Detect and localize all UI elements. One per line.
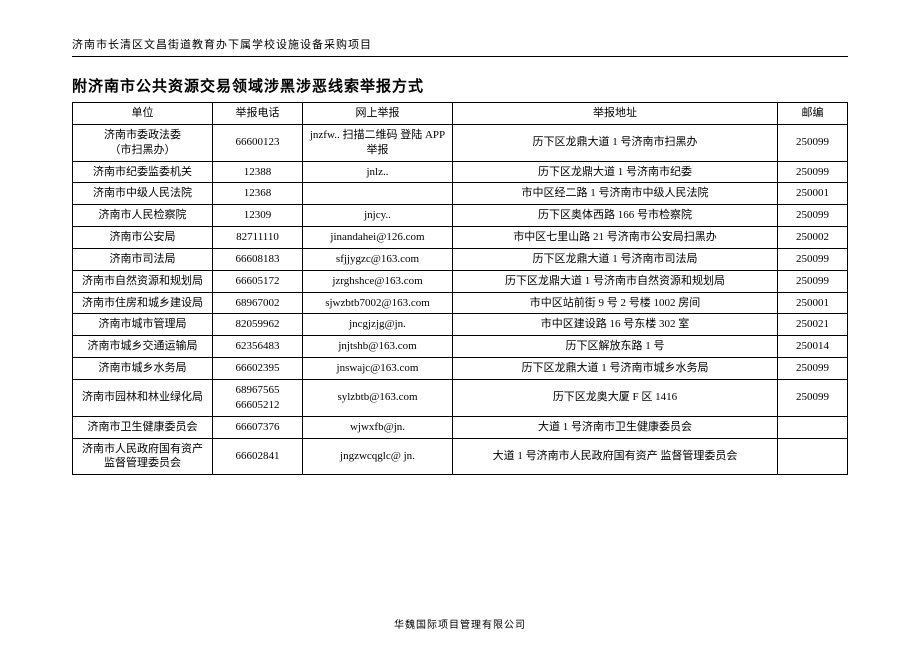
cell-web: jnjtshb@163.com [303,336,453,358]
cell-unit: 济南市城乡水务局 [73,358,213,380]
cell-phone: 66602841 [213,438,303,475]
cell-zip [778,438,848,475]
cell-addr: 大道 1 号济南市人民政府国有资产 监督管理委员会 [453,438,778,475]
table-row: 济南市住房和城乡建设局68967002sjwzbtb7002@163.com市中… [73,292,848,314]
table-row: 济南市中级人民法院12368 市中区经二路 1 号济南市中级人民法院250001 [73,183,848,205]
cell-addr: 历下区龙鼎大道 1 号济南市纪委 [453,161,778,183]
cell-phone: 66607376 [213,416,303,438]
table-row: 济南市城市管理局82059962jncgjzjg@jn.市中区建设路 16 号东… [73,314,848,336]
cell-addr: 市中区建设路 16 号东楼 302 室 [453,314,778,336]
cell-addr: 市中区站前街 9 号 2 号楼 1002 房间 [453,292,778,314]
cell-unit: 济南市住房和城乡建设局 [73,292,213,314]
cell-addr: 历下区龙鼎大道 1 号济南市自然资源和规划局 [453,270,778,292]
cell-phone: 68967002 [213,292,303,314]
cell-web: jnjcy.. [303,205,453,227]
page-footer: 华魏国际项目管理有限公司 [0,616,920,631]
col-header-phone: 举报电话 [213,103,303,125]
cell-web: jnswajc@163.com [303,358,453,380]
cell-unit: 济南市卫生健康委员会 [73,416,213,438]
cell-zip: 250001 [778,292,848,314]
cell-unit: 济南市自然资源和规划局 [73,270,213,292]
cell-phone: 66608183 [213,248,303,270]
cell-addr: 历下区龙鼎大道 1 号济南市司法局 [453,248,778,270]
page-header: 济南市长清区文昌街道教育办下属学校设施设备采购项目 [72,36,848,57]
cell-web: jnzfw.. 扫描二维码 登陆 APP 举报 [303,124,453,161]
cell-phone: 66605172 [213,270,303,292]
table-header-row: 单位 举报电话 网上举报 举报地址 邮编 [73,103,848,125]
cell-phone: 82059962 [213,314,303,336]
cell-zip [778,416,848,438]
cell-addr: 历下区解放东路 1 号 [453,336,778,358]
cell-unit: 济南市纪委监委机关 [73,161,213,183]
cell-unit: 济南市公安局 [73,227,213,249]
cell-web: sylzbtb@163.com [303,379,453,416]
cell-zip: 250099 [778,161,848,183]
table-row: 济南市园林和林业绿化局6896756566605212sylzbtb@163.c… [73,379,848,416]
cell-unit: 济南市人民政府国有资产监督管理委员会 [73,438,213,475]
cell-zip: 250099 [778,205,848,227]
cell-addr: 历下区奥体西路 166 号市检察院 [453,205,778,227]
cell-addr: 大道 1 号济南市卫生健康委员会 [453,416,778,438]
cell-zip: 250099 [778,248,848,270]
cell-phone: 12368 [213,183,303,205]
cell-zip: 250099 [778,124,848,161]
table-row: 济南市纪委监委机关12388jnlz..历下区龙鼎大道 1 号济南市纪委2500… [73,161,848,183]
table-row: 济南市司法局66608183sfjjygzc@163.com历下区龙鼎大道 1 … [73,248,848,270]
cell-addr: 市中区经二路 1 号济南市中级人民法院 [453,183,778,205]
cell-zip: 250099 [778,358,848,380]
table-row: 济南市人民检察院12309jnjcy..历下区奥体西路 166 号市检察院250… [73,205,848,227]
cell-unit: 济南市司法局 [73,248,213,270]
cell-unit: 济南市城乡交通运输局 [73,336,213,358]
cell-web: wjwxfb@jn. [303,416,453,438]
cell-phone: 66602395 [213,358,303,380]
col-header-addr: 举报地址 [453,103,778,125]
table-row: 济南市公安局82711110jinandahei@126.com市中区七里山路 … [73,227,848,249]
cell-web: jzrghshce@163.com [303,270,453,292]
cell-addr: 历下区龙鼎大道 1 号济南市城乡水务局 [453,358,778,380]
cell-web [303,183,453,205]
cell-phone: 6896756566605212 [213,379,303,416]
table-row: 济南市人民政府国有资产监督管理委员会66602841jngzwcqglc@ jn… [73,438,848,475]
cell-zip: 250099 [778,270,848,292]
table-title: 附济南市公共资源交易领域涉黑涉恶线索举报方式 [72,75,848,96]
col-header-unit: 单位 [73,103,213,125]
table-row: 济南市委政法委（市扫黑办）66600123jnzfw.. 扫描二维码 登陆 AP… [73,124,848,161]
table-row: 济南市城乡水务局66602395jnswajc@163.com历下区龙鼎大道 1… [73,358,848,380]
cell-phone: 12388 [213,161,303,183]
cell-web: jinandahei@126.com [303,227,453,249]
cell-phone: 82711110 [213,227,303,249]
cell-web: jngzwcqglc@ jn. [303,438,453,475]
cell-phone: 62356483 [213,336,303,358]
cell-addr: 历下区龙奥大厦 F 区 1416 [453,379,778,416]
cell-addr: 市中区七里山路 21 号济南市公安局扫黑办 [453,227,778,249]
cell-web: sjwzbtb7002@163.com [303,292,453,314]
cell-phone: 66600123 [213,124,303,161]
cell-zip: 250021 [778,314,848,336]
cell-addr: 历下区龙鼎大道 1 号济南市扫黑办 [453,124,778,161]
cell-zip: 250001 [778,183,848,205]
cell-web: sfjjygzc@163.com [303,248,453,270]
table-row: 济南市自然资源和规划局66605172jzrghshce@163.com历下区龙… [73,270,848,292]
cell-phone: 12309 [213,205,303,227]
table-row: 济南市卫生健康委员会66607376wjwxfb@jn.大道 1 号济南市卫生健… [73,416,848,438]
col-header-web: 网上举报 [303,103,453,125]
cell-web: jncgjzjg@jn. [303,314,453,336]
cell-zip: 250099 [778,379,848,416]
cell-unit: 济南市城市管理局 [73,314,213,336]
cell-zip: 250002 [778,227,848,249]
cell-unit: 济南市人民检察院 [73,205,213,227]
cell-web: jnlz.. [303,161,453,183]
cell-unit: 济南市园林和林业绿化局 [73,379,213,416]
cell-unit: 济南市委政法委（市扫黑办） [73,124,213,161]
cell-unit: 济南市中级人民法院 [73,183,213,205]
table-row: 济南市城乡交通运输局62356483jnjtshb@163.com历下区解放东路… [73,336,848,358]
cell-zip: 250014 [778,336,848,358]
report-table: 单位 举报电话 网上举报 举报地址 邮编 济南市委政法委（市扫黑办）666001… [72,102,848,475]
col-header-zip: 邮编 [778,103,848,125]
